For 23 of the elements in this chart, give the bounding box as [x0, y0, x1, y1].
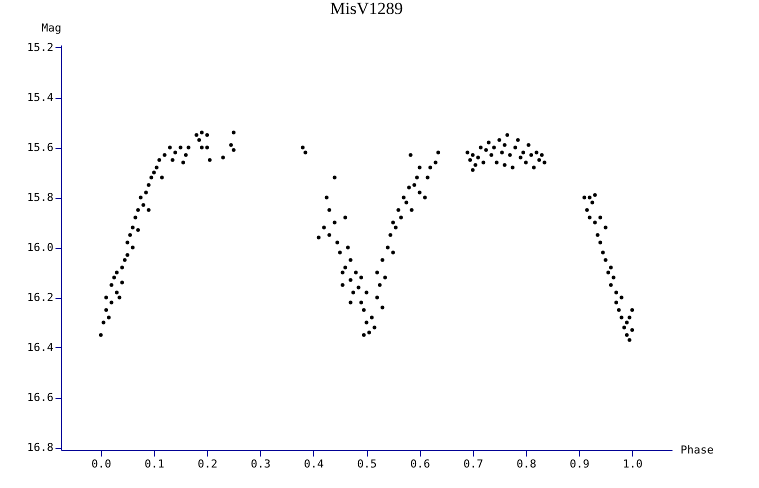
x-tick-label: 0.3: [250, 458, 271, 470]
x-tick-label: 1.0: [622, 458, 643, 470]
x-axis-title: Phase: [680, 444, 714, 456]
y-tick-label: 15.6: [27, 141, 54, 154]
y-tick-label: 16.6: [27, 391, 54, 404]
x-tick-label: 0.7: [463, 458, 484, 470]
x-tick-label: 0.6: [410, 458, 430, 470]
x-tick-label: 0.2: [198, 458, 218, 470]
x-tick-label: 0.8: [516, 458, 536, 470]
x-tick-label: 0.1: [144, 458, 164, 470]
x-tick-label: 0.5: [357, 458, 377, 470]
y-tick-label: 16.2: [27, 291, 54, 304]
x-tick-label: 0.0: [91, 458, 112, 470]
chart-title: MisV1289: [330, 0, 403, 18]
y-tick-label: 15.4: [27, 91, 54, 104]
y-axis-title: Mag: [42, 22, 62, 34]
y-tick-label: 15.2: [27, 41, 54, 54]
y-tick-label: 16.0: [27, 241, 54, 254]
y-tick-label: 16.8: [27, 441, 54, 454]
x-tick-label: 0.4: [304, 458, 324, 470]
x-tick-label: 0.9: [570, 458, 590, 470]
y-tick-label: 15.8: [27, 191, 54, 204]
y-tick-label: 16.4: [27, 341, 54, 354]
